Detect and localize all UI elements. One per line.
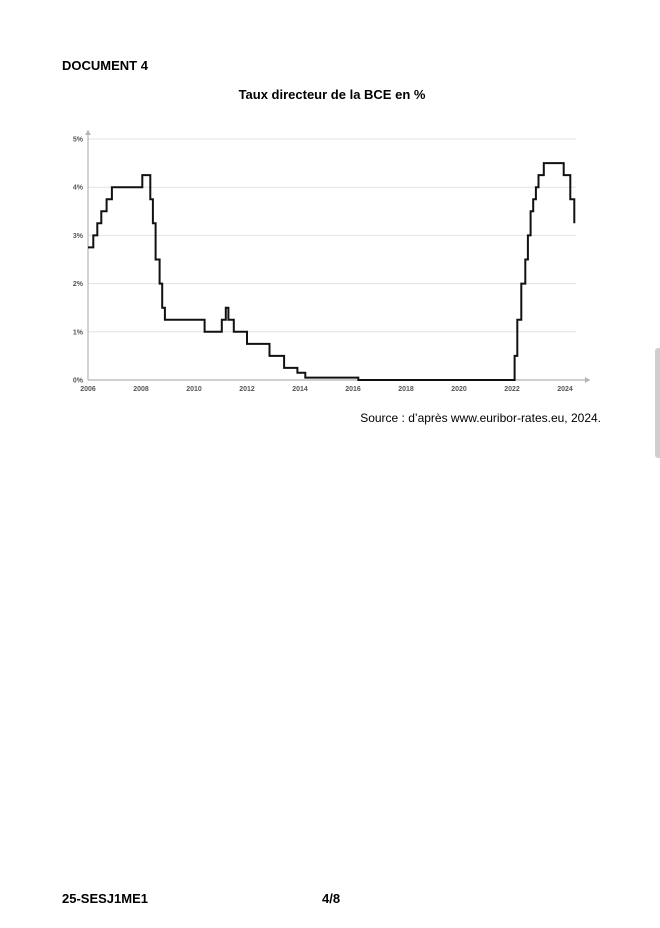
x-tick-label: 2016 [345,386,361,393]
y-tick-label: 5% [73,137,84,144]
axis-layer [85,130,590,383]
scrollbar-thumb[interactable] [655,348,660,458]
document-label: DOCUMENT 4 [62,58,148,73]
y-tick-label: 2% [73,281,84,288]
chart-title: Taux directeur de la BCE en % [238,87,426,102]
grid-layer [88,138,576,333]
y-tick-label: 3% [73,233,84,240]
rate-step-line [88,162,576,381]
x-axis-arrow [585,377,590,383]
ecb-rate-chart: 0% 1% 2% 3% 4% 5% 2006 2008 2010 2012 2014 2016 2018… [73,130,590,394]
x-tick-label: 2020 [451,386,467,393]
y-tick-label: 4% [73,185,84,192]
x-tick-label: 2010 [186,386,202,393]
series-layer [88,162,576,381]
x-tick-label: 2006 [80,386,96,393]
x-tick-label: 2008 [133,386,149,393]
footer-page-number: 4/8 [322,891,341,906]
tick-label-layer: 0% 1% 2% 3% 4% 5% 2006 2008 2010 2012 2014 2016 2018… [73,137,573,394]
x-tick-label: 2022 [504,386,520,393]
footer-exam-code: 25-SESJ1ME1 [62,891,148,906]
source-note: Source : d’après www.euribor-rates.eu, 2… [360,411,601,425]
x-tick-label: 2012 [239,386,255,393]
y-tick-label: 1% [73,329,84,336]
x-tick-label: 2024 [557,386,573,393]
x-tick-label: 2014 [292,386,308,393]
y-axis-arrow [85,130,91,135]
y-tick-label: 0% [73,378,84,385]
x-tick-label: 2018 [398,386,414,393]
